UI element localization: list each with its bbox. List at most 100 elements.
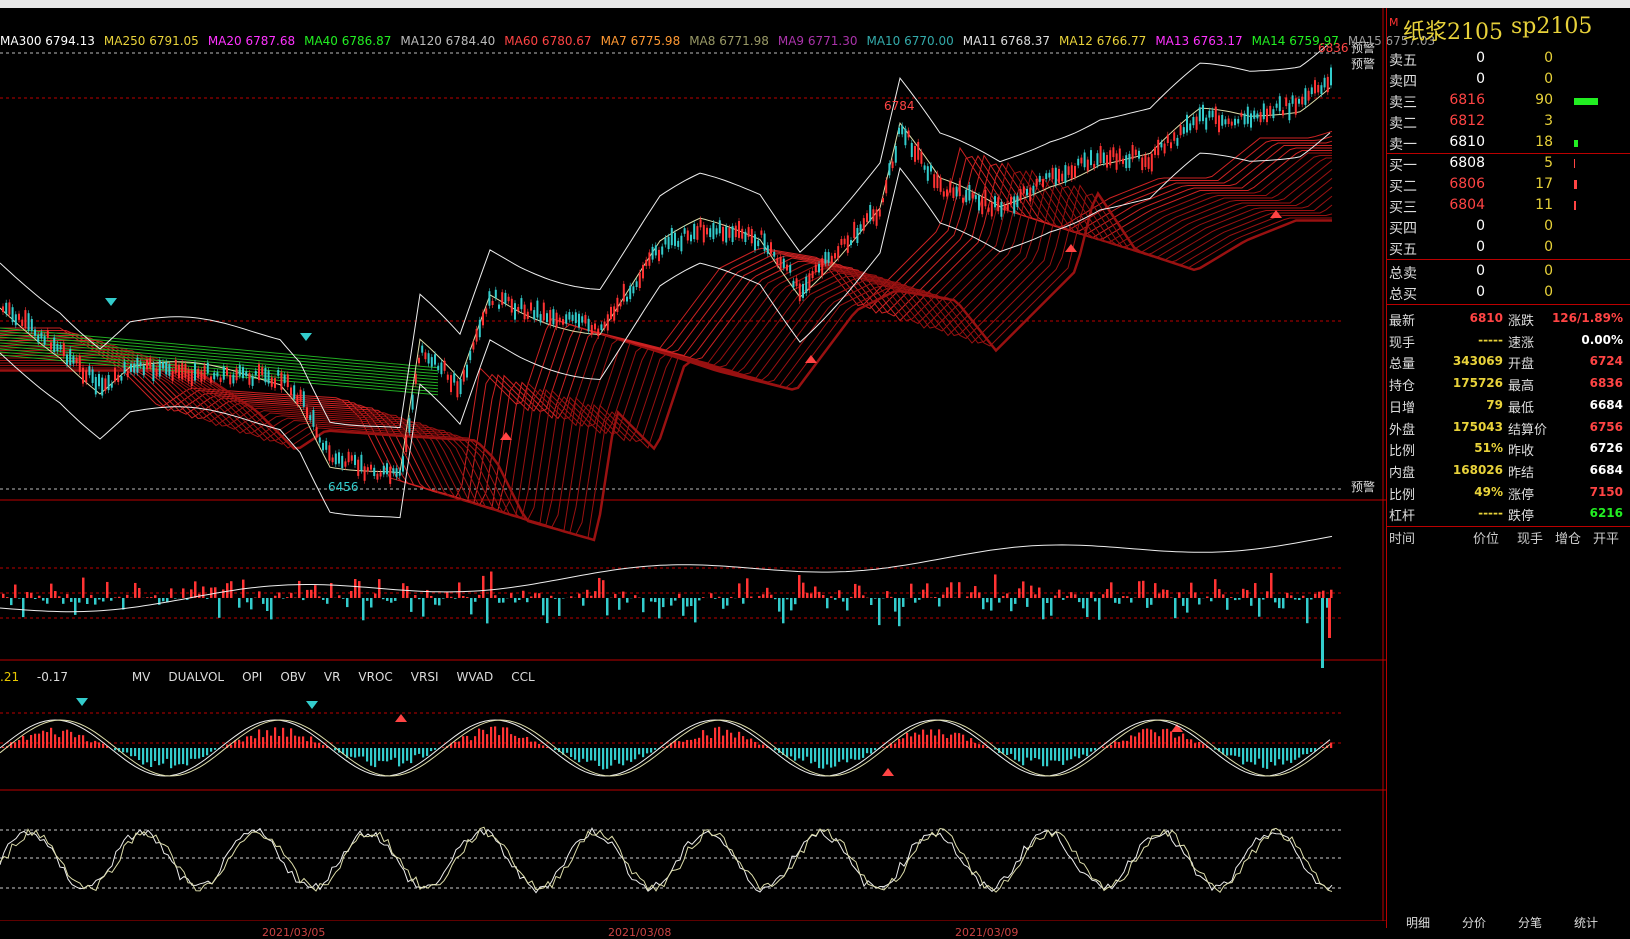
stat-label: 比例: [1389, 484, 1415, 503]
macd-bar: [910, 736, 912, 748]
contract-name: 纸浆2105: [1403, 14, 1503, 46]
ma-legend-item: MA7 6775.98: [601, 34, 681, 48]
volume-bar: [990, 598, 993, 611]
volume-bar: [570, 596, 573, 598]
indicator-tab-mv[interactable]: MV: [132, 670, 151, 684]
stat-value: 175043: [1453, 420, 1503, 434]
macd-bar: [898, 739, 900, 748]
stat-label: 比例: [1389, 440, 1415, 459]
total-volume: 0: [1544, 263, 1553, 279]
volume-bar: [1286, 593, 1289, 598]
volume-bar: [682, 598, 685, 616]
macd-bar: [1022, 748, 1024, 765]
stat-value: 343069: [1453, 354, 1503, 368]
indicator-tab-dualvol[interactable]: DUALVOL: [168, 670, 224, 684]
orderbook-level: 卖三: [1389, 92, 1417, 112]
volume-bar: [70, 598, 73, 602]
indicator-tab-ccl[interactable]: CCL: [511, 670, 534, 684]
volume-bar: [1170, 597, 1173, 598]
volume-bar: [654, 598, 657, 602]
indicator-tab-opi[interactable]: OPI: [242, 670, 262, 684]
volume-bar: [998, 598, 1001, 603]
macd-bar: [1130, 735, 1132, 748]
volume-bar: [1302, 596, 1305, 598]
volume-bar: [170, 588, 173, 598]
ma-line: [0, 141, 1332, 502]
macd-bar: [1102, 747, 1104, 748]
tab-stats[interactable]: 统计: [1574, 914, 1598, 931]
ma-legend-item: MA12 6766.77: [1059, 34, 1146, 48]
volume-bar: [1150, 598, 1153, 605]
stat-value: 6726: [1590, 441, 1623, 455]
indicator-tab-vrsi[interactable]: VRSI: [411, 670, 439, 684]
macd-bar: [1266, 748, 1268, 769]
stat-label: 跌停: [1508, 505, 1534, 524]
volume-bar: [362, 598, 365, 620]
total-price: 0: [1476, 263, 1485, 279]
macd-bar: [454, 742, 456, 748]
macd-bar: [490, 727, 492, 748]
volume-bar: [1234, 598, 1237, 600]
volume-bar: [1328, 598, 1331, 638]
volume-bar: [1290, 595, 1293, 598]
volume-bar: [958, 582, 961, 598]
tab-price-dist[interactable]: 分价: [1462, 914, 1486, 931]
volume-bar: [898, 598, 901, 626]
indicator-tab-vr[interactable]: VR: [324, 670, 341, 684]
tab-ticks[interactable]: 分笔: [1518, 914, 1542, 931]
macd-bar: [586, 748, 588, 762]
macd-bar: [946, 738, 948, 748]
macd-bar: [174, 748, 176, 766]
volume-bar: [530, 596, 533, 598]
macd-bar: [350, 748, 352, 757]
macd-bar: [1274, 748, 1276, 766]
macd-bar: [250, 736, 252, 748]
volume-bar: [1010, 598, 1013, 611]
indicator-tab-wvad[interactable]: WVAD: [457, 670, 494, 684]
tab-detail[interactable]: 明细: [1406, 914, 1430, 931]
volume-bar: [586, 590, 589, 598]
volume-bar: [606, 598, 609, 615]
volume-bar: [1238, 598, 1241, 600]
indicator-tab-obv[interactable]: OBV: [280, 670, 306, 684]
macd-bar: [1250, 748, 1252, 762]
macd-bar: [902, 738, 904, 748]
macd-bar: [1006, 748, 1008, 755]
alert-label: 预警: [1351, 479, 1375, 494]
volume-bar: [66, 594, 69, 598]
orderbook-price: 6808: [1449, 155, 1485, 171]
volume-bar: [938, 598, 941, 607]
volume-bar: [718, 597, 721, 598]
macd-bar: [46, 732, 48, 748]
volume-bar: [126, 595, 129, 598]
volume-bar: [982, 598, 985, 609]
indicator-tab-vroc[interactable]: VROC: [358, 670, 392, 684]
buy-arrow-icon: [805, 355, 817, 363]
volume-bar: [102, 598, 105, 602]
volume-bar: [14, 585, 17, 599]
macd-bar: [1042, 748, 1044, 766]
volume-bar: [730, 597, 733, 598]
ma-line: [0, 146, 1332, 505]
volume-bar: [1014, 598, 1017, 604]
volume-bar: [1066, 596, 1069, 598]
indicator-value-1: .21: [0, 670, 19, 684]
macd-bar: [962, 735, 964, 748]
volume-bar: [190, 589, 193, 598]
volume-bar: [266, 598, 269, 611]
macd-bar: [954, 733, 956, 748]
macd-bar: [370, 748, 372, 766]
stat-label: 现手: [1389, 332, 1415, 351]
volume-bar: [618, 598, 621, 610]
macd-bar: [1034, 748, 1036, 758]
volume-bar: [926, 583, 929, 598]
orderbook-price: 0: [1476, 50, 1485, 66]
volume-bar: [822, 595, 825, 598]
macd-bar: [1054, 748, 1056, 761]
volume-bar: [1094, 598, 1097, 601]
orderbook-price: 6816: [1449, 92, 1485, 108]
macd-bar: [1182, 734, 1184, 748]
